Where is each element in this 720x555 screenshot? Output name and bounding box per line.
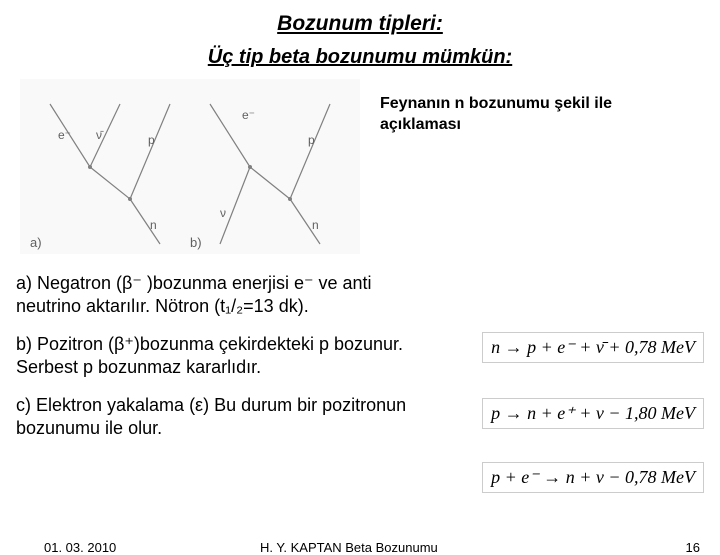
diagrams-row: e⁻ν̄pne⁻νpna)b) Feynanın n bozunumu şeki… xyxy=(0,79,720,254)
equation-3: p + e⁻ → n + ν − 0,78 MeV xyxy=(482,462,704,493)
svg-text:e⁻: e⁻ xyxy=(242,108,255,122)
svg-text:p: p xyxy=(148,133,155,147)
item-c-text: c) Elektron yakalama (ε) Bu durum bir po… xyxy=(16,394,416,441)
feynman-diagrams: e⁻ν̄pne⁻νpna)b) xyxy=(20,79,360,254)
equation-1: n → p + e⁻ + ν̄ + 0,78 MeV xyxy=(482,332,704,363)
svg-text:a): a) xyxy=(30,235,42,250)
svg-text:e⁻: e⁻ xyxy=(58,128,71,142)
feynman-svg: e⁻ν̄pne⁻νpna)b) xyxy=(20,79,360,254)
equation-2: p → n + e⁺ + ν − 1,80 MeV xyxy=(482,398,704,429)
svg-text:b): b) xyxy=(190,235,202,250)
item-b-text: b) Pozitron (β⁺)bozunma çekirdekteki p b… xyxy=(16,333,416,380)
page-subtitle: Üç tip beta bozunumu mümkün: xyxy=(0,46,720,69)
item-a: a) Negatron (β⁻ )bozunma enerjisi e⁻ ve … xyxy=(16,272,720,319)
svg-text:ν: ν xyxy=(220,206,226,220)
svg-text:n: n xyxy=(312,218,319,232)
svg-text:p: p xyxy=(308,133,315,147)
footer-date: 01. 03. 2010 xyxy=(44,540,116,555)
footer-center: H. Y. KAPTAN Beta Bozunumu xyxy=(260,540,438,555)
page-title: Bozunum tipleri: xyxy=(0,12,720,36)
item-a-text: a) Negatron (β⁻ )bozunma enerjisi e⁻ ve … xyxy=(16,272,416,319)
footer-page: 16 xyxy=(686,540,700,555)
diagram-caption: Feynanın n bozunumu şekil ile açıklaması xyxy=(380,94,660,136)
svg-text:n: n xyxy=(150,218,157,232)
